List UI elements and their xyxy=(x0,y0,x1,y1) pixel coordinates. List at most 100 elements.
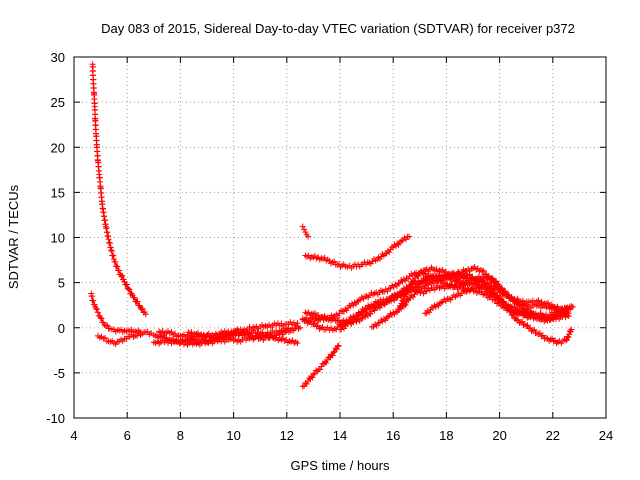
data-point xyxy=(354,313,361,320)
data-point xyxy=(493,278,500,285)
data-point xyxy=(102,334,109,341)
data-point xyxy=(299,383,306,390)
data-point xyxy=(473,289,480,296)
series-rising-line xyxy=(299,342,342,390)
data-point xyxy=(335,342,342,349)
data-point xyxy=(483,286,490,293)
data-point xyxy=(305,233,312,240)
data-point xyxy=(480,283,487,290)
data-point xyxy=(344,321,351,328)
data-point xyxy=(376,319,383,326)
data-point xyxy=(535,297,542,304)
data-point xyxy=(384,247,391,254)
data-point xyxy=(516,320,523,327)
data-point xyxy=(100,319,107,326)
series-upper-arc xyxy=(302,233,413,271)
data-point xyxy=(497,298,504,305)
data-point xyxy=(94,309,101,316)
data-point xyxy=(415,273,422,280)
y-tick-label: 0 xyxy=(58,321,65,336)
data-point xyxy=(307,318,314,325)
series-mid-g xyxy=(422,283,572,323)
data-point xyxy=(408,292,415,299)
data-point xyxy=(515,316,522,323)
data-point xyxy=(394,240,401,247)
data-point xyxy=(310,371,317,378)
data-point xyxy=(104,322,111,329)
data-point xyxy=(333,346,340,353)
data-point xyxy=(350,318,357,325)
data-point xyxy=(479,277,486,284)
data-point xyxy=(351,299,358,306)
data-point xyxy=(302,229,309,236)
data-point xyxy=(383,250,390,257)
data-point xyxy=(142,311,149,318)
y-axis-label: SDTVAR / TECUs xyxy=(6,184,21,289)
data-point xyxy=(531,326,538,333)
data-point xyxy=(343,307,350,314)
data-point xyxy=(478,288,485,295)
data-point xyxy=(386,249,393,256)
data-point xyxy=(392,243,399,250)
data-point xyxy=(399,278,406,285)
data-point xyxy=(313,367,320,374)
data-point xyxy=(394,309,401,316)
data-point xyxy=(523,322,530,329)
data-point xyxy=(358,309,365,316)
data-point xyxy=(301,226,308,233)
data-point xyxy=(407,294,414,301)
data-point xyxy=(386,313,393,320)
data-point xyxy=(496,289,503,296)
data-point xyxy=(90,297,97,304)
data-point xyxy=(329,352,336,359)
data-point xyxy=(331,258,338,265)
data-point xyxy=(505,301,512,308)
data-point xyxy=(397,303,404,310)
data-point xyxy=(339,262,346,269)
x-tick-label: 4 xyxy=(70,428,77,443)
data-point xyxy=(416,270,423,277)
data-point xyxy=(382,317,389,324)
data-point xyxy=(110,252,117,259)
y-tick-label: 25 xyxy=(51,95,65,110)
data-point xyxy=(481,286,488,293)
data-point xyxy=(536,330,543,337)
data-point xyxy=(108,247,115,254)
data-point xyxy=(376,255,383,262)
y-tick-label: 15 xyxy=(51,185,65,200)
axis-ticks: 4 6 8 10 12 14 16 18 20 22 24 -10 -5 0 5 10 15 20 25 30 xyxy=(46,50,613,443)
data-point xyxy=(525,325,532,332)
x-tick-label: 18 xyxy=(439,428,453,443)
data-point xyxy=(566,328,573,335)
data-point xyxy=(294,340,301,347)
data-point xyxy=(510,311,517,318)
y-tick-label: 30 xyxy=(51,50,65,65)
data-point xyxy=(495,286,502,293)
data-point xyxy=(402,301,409,308)
data-point xyxy=(299,223,306,230)
data-point xyxy=(495,295,502,302)
data-point xyxy=(489,275,496,282)
data-point xyxy=(102,322,109,329)
data-point xyxy=(359,306,366,313)
data-point xyxy=(410,293,417,300)
data-point xyxy=(418,268,425,275)
data-point xyxy=(303,380,310,387)
data-point xyxy=(297,324,304,331)
data-point xyxy=(426,309,433,316)
series-spike-top xyxy=(299,223,312,240)
x-axis-label: GPS time / hours xyxy=(291,458,390,473)
data-point xyxy=(497,288,504,295)
data-point xyxy=(350,302,357,309)
data-point xyxy=(432,303,439,310)
data-point xyxy=(314,322,321,329)
data-point xyxy=(125,285,132,292)
x-tick-label: 16 xyxy=(386,428,400,443)
data-point xyxy=(347,319,354,326)
data-point xyxy=(366,259,373,266)
series-low-track xyxy=(94,330,144,348)
data-point xyxy=(347,303,354,310)
data-point xyxy=(294,320,301,327)
data-point xyxy=(406,283,413,290)
